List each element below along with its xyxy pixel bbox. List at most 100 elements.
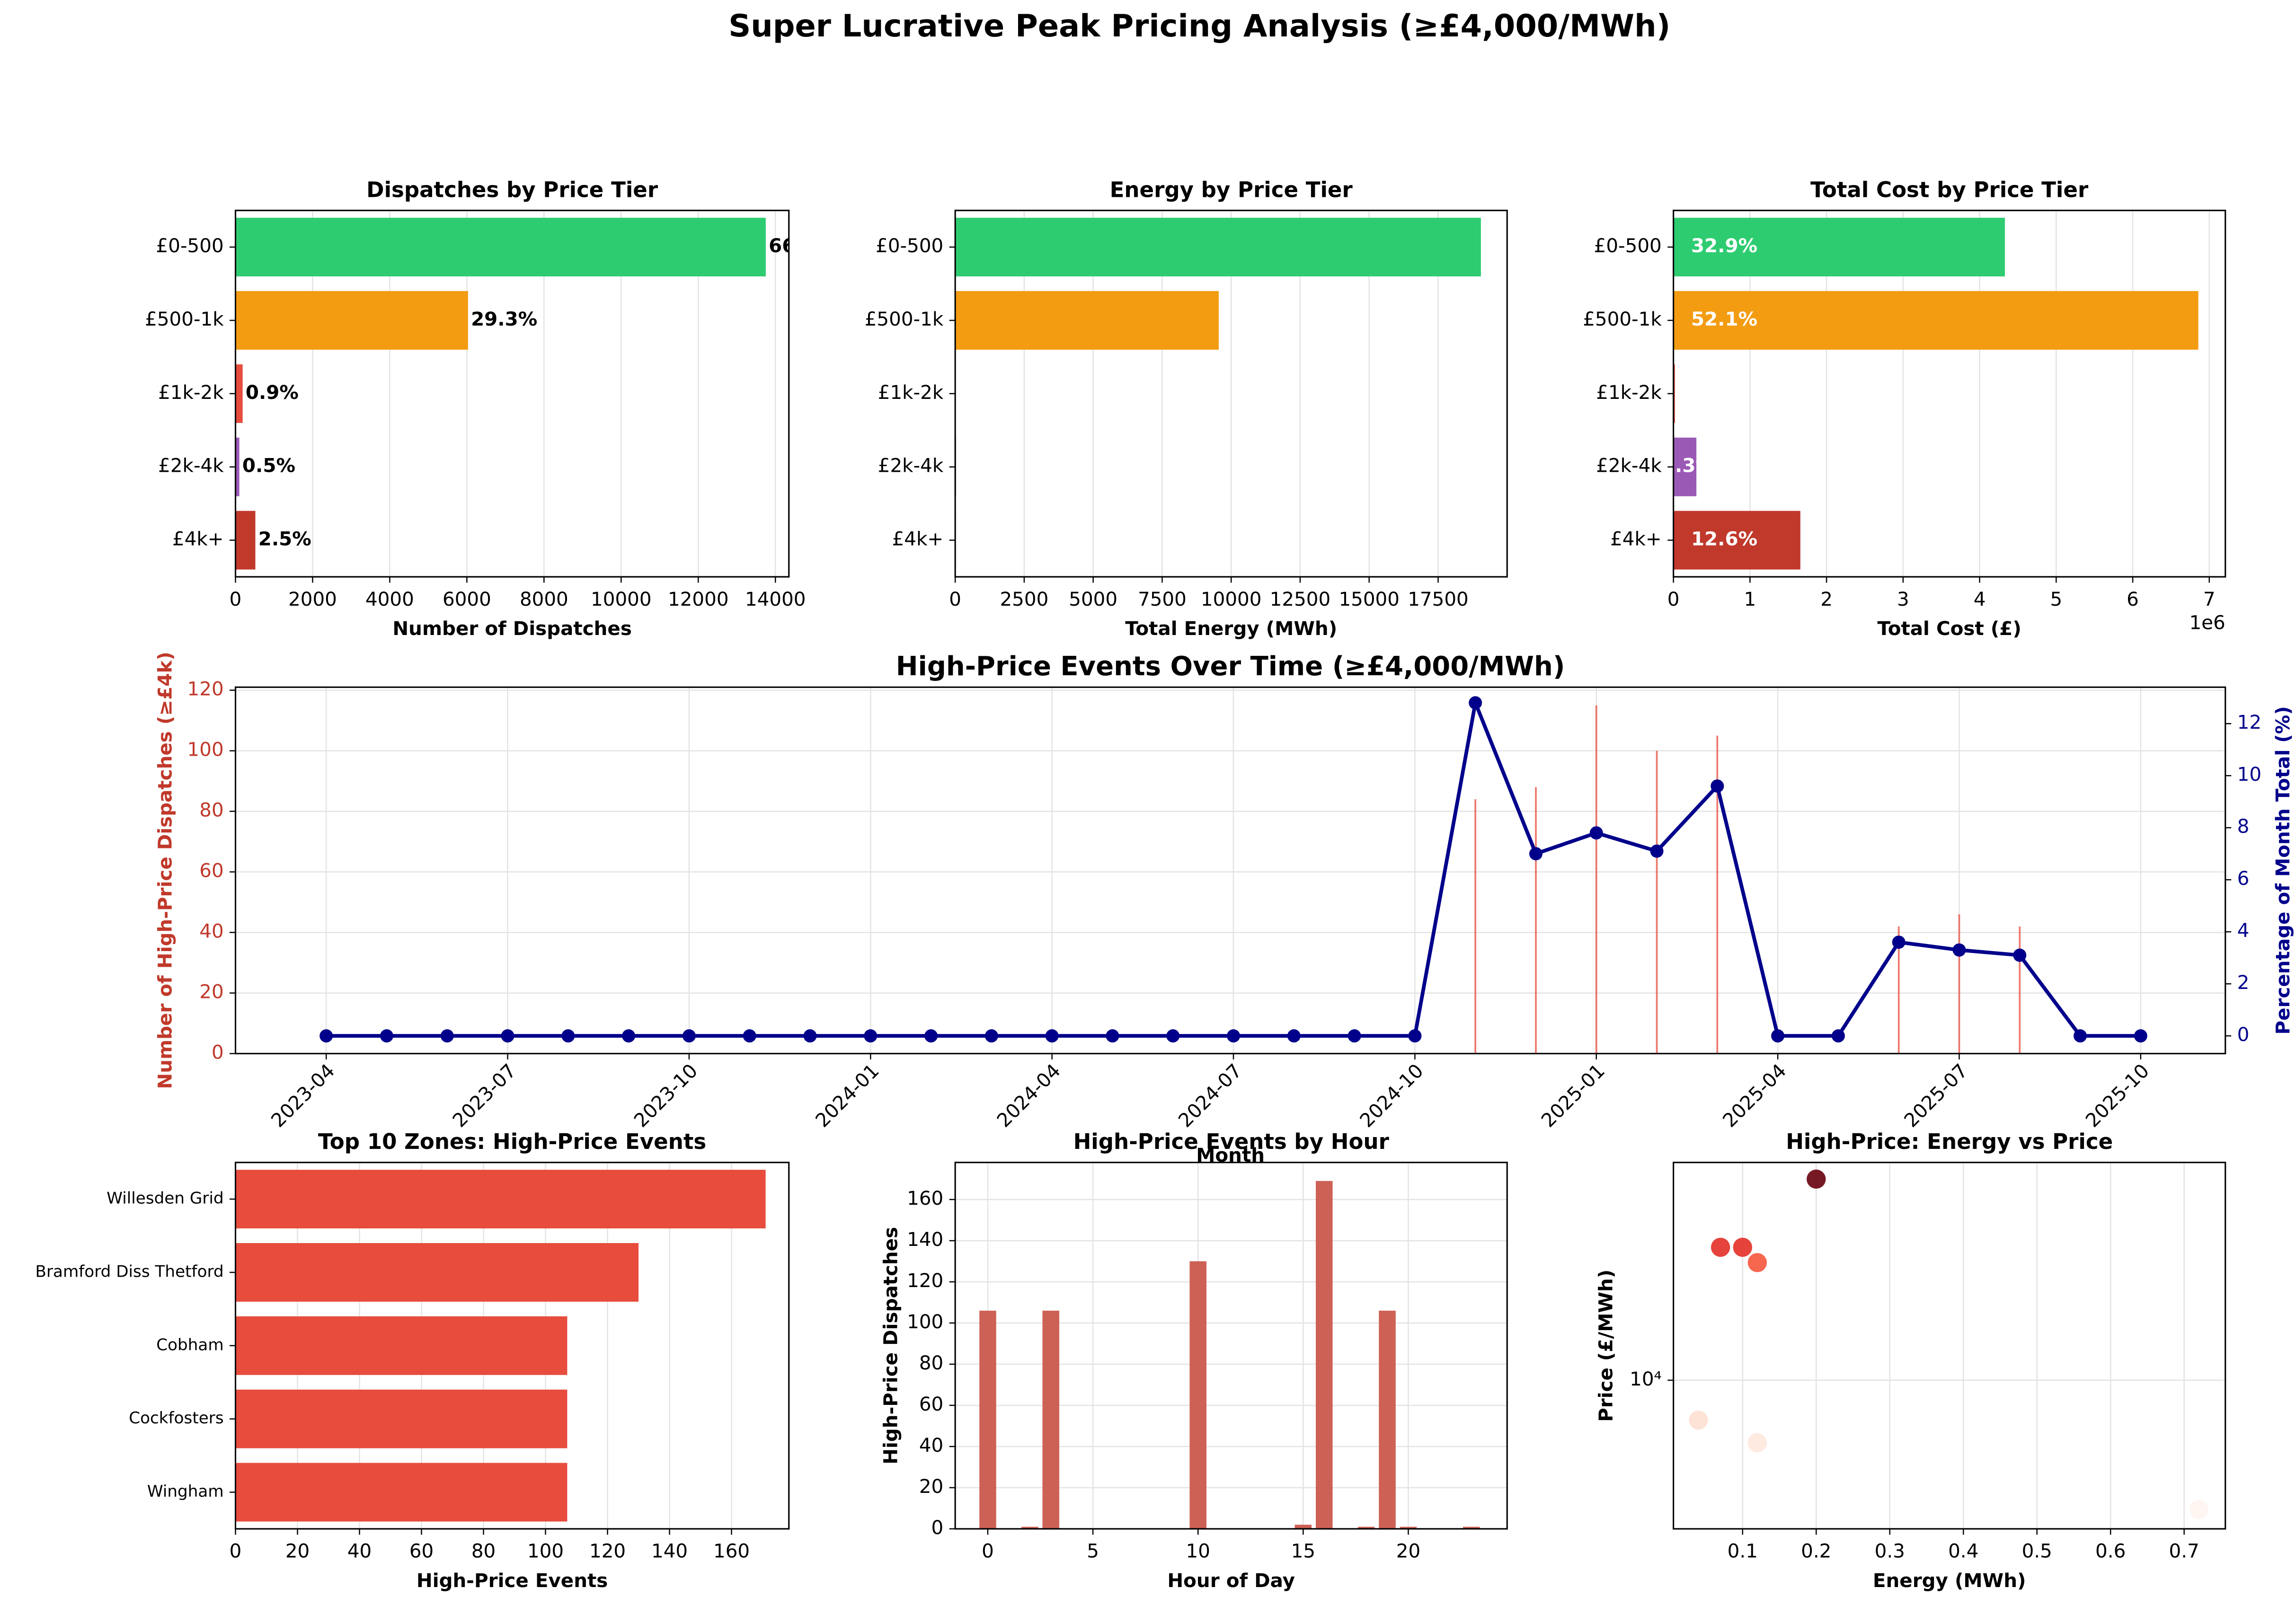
x-tick-label: 17500 <box>1408 588 1469 610</box>
y-tick-label: £1k-2k <box>1596 381 1662 404</box>
marker <box>2013 948 2027 962</box>
x-tick-label: 2 <box>1820 588 1833 610</box>
x-tick-label: 14000 <box>745 588 806 610</box>
bar <box>235 364 243 423</box>
marker <box>1589 826 1603 840</box>
x-tick-label: 8000 <box>520 588 568 610</box>
bar <box>1673 218 2005 277</box>
y-tick-label: 10 <box>2237 763 2261 785</box>
marker <box>380 1029 393 1043</box>
x-tick-label: 4000 <box>365 588 414 610</box>
bar <box>1042 1310 1060 1529</box>
bar <box>1673 364 1675 423</box>
marker <box>1771 1029 1785 1043</box>
x-tick-label: 10000 <box>591 588 652 610</box>
bar <box>1474 799 1477 1054</box>
bar <box>235 1316 567 1375</box>
y-tick-label: 120 <box>187 678 224 700</box>
x-tick-label: 100 <box>527 1540 564 1562</box>
x-tick-label: 2500 <box>1000 588 1048 610</box>
marker <box>2074 1029 2087 1043</box>
y-tick-label: 4 <box>2237 919 2250 942</box>
plot-frame <box>234 210 790 578</box>
bar <box>955 218 1481 277</box>
bar-label: 12.6% <box>1691 528 1757 550</box>
y2-axis-label: Percentage of Month Total (%) <box>2271 706 2294 1034</box>
chart-title: High-Price: Energy vs Price <box>1786 1129 2113 1154</box>
marker <box>501 1029 514 1043</box>
bar <box>1673 511 1800 570</box>
bar <box>1021 1526 1038 1529</box>
chart-title: Dispatches by Price Tier <box>366 177 658 202</box>
x-axis-label: Number of Dispatches <box>392 617 632 640</box>
marker <box>924 1029 938 1043</box>
bar <box>1656 750 1658 1054</box>
y-tick-label: £0-500 <box>156 234 224 257</box>
x-tick-label: 4 <box>1974 588 1986 610</box>
x-axis-label: Energy (MWh) <box>1873 1569 2026 1592</box>
plot-frame <box>954 210 1508 578</box>
x-tick-label: 6 <box>2127 588 2139 610</box>
marker <box>1106 1029 1119 1043</box>
bar <box>1673 291 2198 350</box>
point <box>2189 1500 2208 1519</box>
y-tick-label: 2 <box>2237 971 2250 994</box>
x-tick-label: 60 <box>409 1540 434 1562</box>
bar <box>235 511 256 570</box>
y-tick-label: 40 <box>199 920 223 943</box>
y-tick-label: 12 <box>2237 711 2261 733</box>
y-tick-label: £500-1k <box>1583 308 1662 330</box>
marker <box>1650 844 1664 858</box>
x-tick-label: 0.6 <box>2095 1540 2126 1562</box>
plot-area <box>1673 1162 2225 1529</box>
x-tick-label: 3 <box>1897 588 1909 610</box>
bar <box>1189 1261 1206 1529</box>
y-tick-label: £4k+ <box>892 528 944 550</box>
point <box>1711 1237 1730 1257</box>
marker <box>1166 1029 1180 1043</box>
bar <box>235 1170 766 1229</box>
y-axis-label: Number of High-Price Dispatches (≥£4k) <box>153 652 176 1089</box>
point <box>1733 1237 1752 1257</box>
x-tick-label: 2000 <box>288 588 337 610</box>
x-tick-label: 40 <box>347 1540 372 1562</box>
plot-frame <box>234 1162 790 1530</box>
marker <box>803 1029 817 1043</box>
x-tick-label: 5 <box>2050 588 2062 610</box>
x-tick-label: 12000 <box>668 588 729 610</box>
chart-title: Energy by Price Tier <box>1110 177 1353 202</box>
x-tick-label: 0.5 <box>2022 1540 2052 1562</box>
y-tick-label: £2k-4k <box>878 454 944 477</box>
bar-label: 29.3% <box>471 308 537 330</box>
y-tick-label: 6 <box>2237 867 2250 890</box>
x-tick-label: 7500 <box>1138 588 1187 610</box>
bar-label: 52.1% <box>1691 308 1757 330</box>
x-tick-label: 7 <box>2203 588 2216 610</box>
y-tick-label: 20 <box>919 1475 943 1498</box>
chart-title: Top 10 Zones: High-Price Events <box>318 1129 706 1154</box>
x-tick-label: 0.3 <box>1875 1540 1905 1562</box>
y-tick-label: 140 <box>907 1228 943 1251</box>
bar-label: 66.8% <box>769 234 835 257</box>
marker <box>440 1029 454 1043</box>
plot-frame <box>1673 1162 2226 1530</box>
y-tick-label: £2k-4k <box>1596 454 1662 477</box>
y-tick-label: £2k-4k <box>158 454 224 477</box>
bar <box>235 291 468 350</box>
bar <box>1535 787 1537 1054</box>
bar <box>1463 1526 1480 1529</box>
x-offset-label: 1e6 <box>2189 611 2225 634</box>
y-axis-label: High-Price Dispatches <box>879 1227 902 1465</box>
x-tick-label: 160 <box>713 1540 750 1562</box>
marker <box>1529 847 1542 861</box>
y-tick-label: 8 <box>2237 815 2250 838</box>
bar <box>235 218 766 277</box>
y-tick-label: 80 <box>199 799 223 821</box>
marker <box>1952 943 1966 957</box>
plot-frame <box>234 686 2226 1055</box>
y-tick-label: 40 <box>919 1434 943 1456</box>
x-tick-label: 15000 <box>1339 588 1400 610</box>
x-tick-label: 20 <box>1396 1540 1420 1562</box>
y-tick-label: Bramford Diss Thetford <box>35 1262 224 1281</box>
